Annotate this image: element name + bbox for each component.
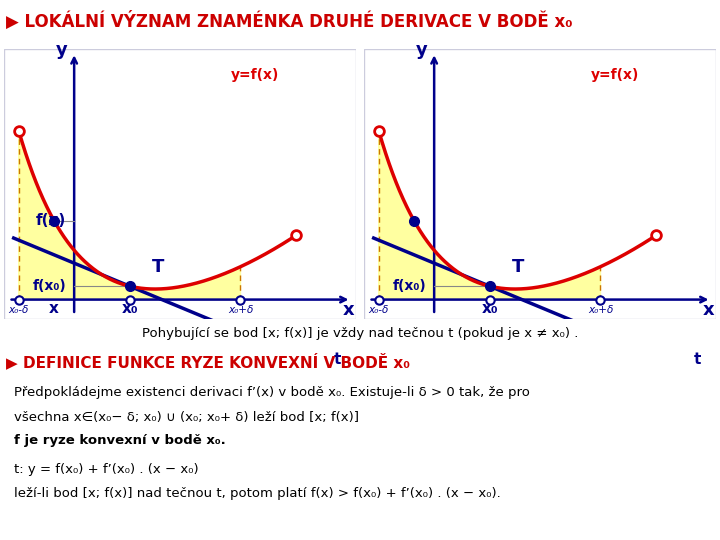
Text: x₀+δ: x₀+δ (228, 305, 253, 315)
Text: T: T (152, 259, 164, 276)
Text: ▶ LOKÁLNÍ VÝZNAM ZNAMÉNKA DRUHÉ DERIVACE V BODĚ x₀: ▶ LOKÁLNÍ VÝZNAM ZNAMÉNKA DRUHÉ DERIVACE… (6, 12, 572, 31)
Text: všechna x∈(x₀− δ; x₀) ∪ (x₀; x₀+ δ) leží bod [x; f(x)]: všechna x∈(x₀− δ; x₀) ∪ (x₀; x₀+ δ) leží… (14, 411, 364, 424)
Text: x₀+δ: x₀+δ (588, 305, 613, 315)
Text: f(x₀): f(x₀) (392, 279, 426, 293)
Text: x: x (49, 301, 59, 316)
Text: x₀-δ: x₀-δ (369, 305, 389, 315)
Text: y=f(x): y=f(x) (230, 68, 279, 82)
Text: ▶ DEFINICE FUNKCE RYZE KONVEXNÍ V BODĚ x₀: ▶ DEFINICE FUNKCE RYZE KONVEXNÍ V BODĚ x… (6, 353, 410, 370)
Text: f(x): f(x) (36, 213, 66, 228)
Polygon shape (379, 131, 600, 300)
Text: t: t (334, 352, 341, 367)
Text: y: y (56, 40, 68, 59)
Text: x₀: x₀ (481, 301, 498, 316)
Text: y=f(x): y=f(x) (590, 68, 639, 82)
Polygon shape (19, 131, 240, 300)
Text: t: t (694, 352, 701, 367)
Text: x: x (343, 301, 354, 319)
Text: x₀-δ: x₀-δ (9, 305, 29, 315)
Text: f je ryze konvexní v bodě x₀.: f je ryze konvexní v bodě x₀. (14, 434, 226, 447)
Text: f(x₀): f(x₀) (32, 279, 66, 293)
Text: x: x (703, 301, 714, 319)
Text: T: T (512, 259, 524, 276)
Text: x₀: x₀ (121, 301, 138, 316)
Text: Pohybující se bod [x; f(x)] je vždy nad tečnou t (pokud je x ≠ x₀) .: Pohybující se bod [x; f(x)] je vždy nad … (142, 327, 578, 340)
Text: t: y = f(x₀) + f’(x₀) . (x − x₀): t: y = f(x₀) + f’(x₀) . (x − x₀) (14, 463, 199, 476)
Text: y: y (416, 40, 428, 59)
Text: leží-li bod [x; f(x)] nad tečnou t, potom platí f(x) > f(x₀) + f’(x₀) . (x − x₀): leží-li bod [x; f(x)] nad tečnou t, poto… (14, 488, 501, 501)
Text: Předpokládejme existenci derivaci f’(x) v bodě x₀. Existuje-li δ > 0 tak, že pro: Předpokládejme existenci derivaci f’(x) … (14, 386, 530, 399)
